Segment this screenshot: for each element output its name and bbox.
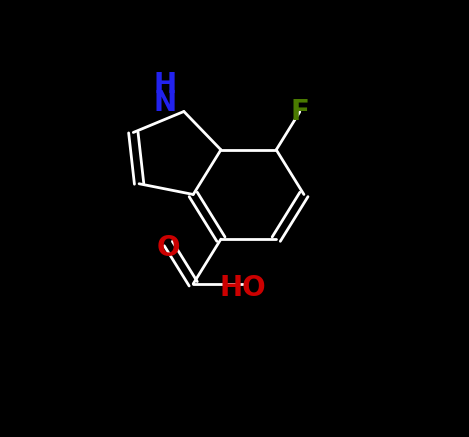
Text: HO: HO — [219, 274, 266, 302]
Text: O: O — [157, 234, 180, 262]
Text: H: H — [153, 71, 177, 99]
Text: N: N — [153, 89, 177, 117]
Text: F: F — [290, 98, 309, 126]
